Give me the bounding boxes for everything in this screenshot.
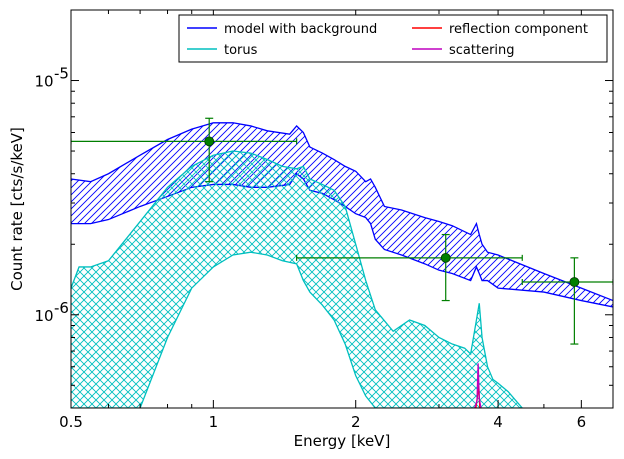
data-point-2 xyxy=(296,233,523,302)
y-tick-label: 10 xyxy=(34,73,53,91)
data-point-marker xyxy=(204,136,215,147)
model-with-background-upper-line xyxy=(71,122,613,302)
legend-entry: reflection component xyxy=(412,22,588,37)
y-tick-exponent: -5 xyxy=(54,65,69,83)
axes-ticks xyxy=(70,9,614,409)
plot-frame xyxy=(70,9,614,409)
axes-labels: 0.5 1 2 4 610-610-5 xyxy=(34,65,586,431)
legend: model with background torus reflection com… xyxy=(178,14,608,63)
x-tick-label: 2 xyxy=(351,413,361,431)
legend-label: reflection component xyxy=(449,22,588,37)
legend-label: model with background xyxy=(224,22,377,37)
reflection-component-line xyxy=(473,385,483,408)
y-tick-label: 10 xyxy=(34,307,53,325)
x-tick-label: 0.5 xyxy=(59,413,83,431)
x-axis-title: Energy [keV] xyxy=(294,432,391,450)
x-tick-label: 4 xyxy=(493,413,503,431)
plot-area xyxy=(71,117,613,408)
torus-band-fill xyxy=(71,151,523,408)
legend-label: scattering xyxy=(449,43,515,58)
legend-entry: model with background xyxy=(187,22,377,37)
scattering-line xyxy=(474,363,482,408)
data-point-1 xyxy=(71,117,298,183)
data-point-marker xyxy=(569,277,580,287)
x-tick-label: 1 xyxy=(209,413,219,431)
legend-box xyxy=(178,14,608,63)
torus-upper-line xyxy=(71,150,523,408)
x-tick-label: 6 xyxy=(577,413,587,431)
legend-entry: torus xyxy=(187,43,258,58)
legend-entry: scattering xyxy=(412,43,515,58)
torus-lower-line xyxy=(71,251,523,408)
y-axis-title: Count rate [cts/s/keV] xyxy=(8,127,26,291)
legend-label: torus xyxy=(224,43,258,58)
y-tick-exponent: -6 xyxy=(54,299,69,317)
data-point-marker xyxy=(440,252,451,263)
data-point-3 xyxy=(521,257,613,345)
